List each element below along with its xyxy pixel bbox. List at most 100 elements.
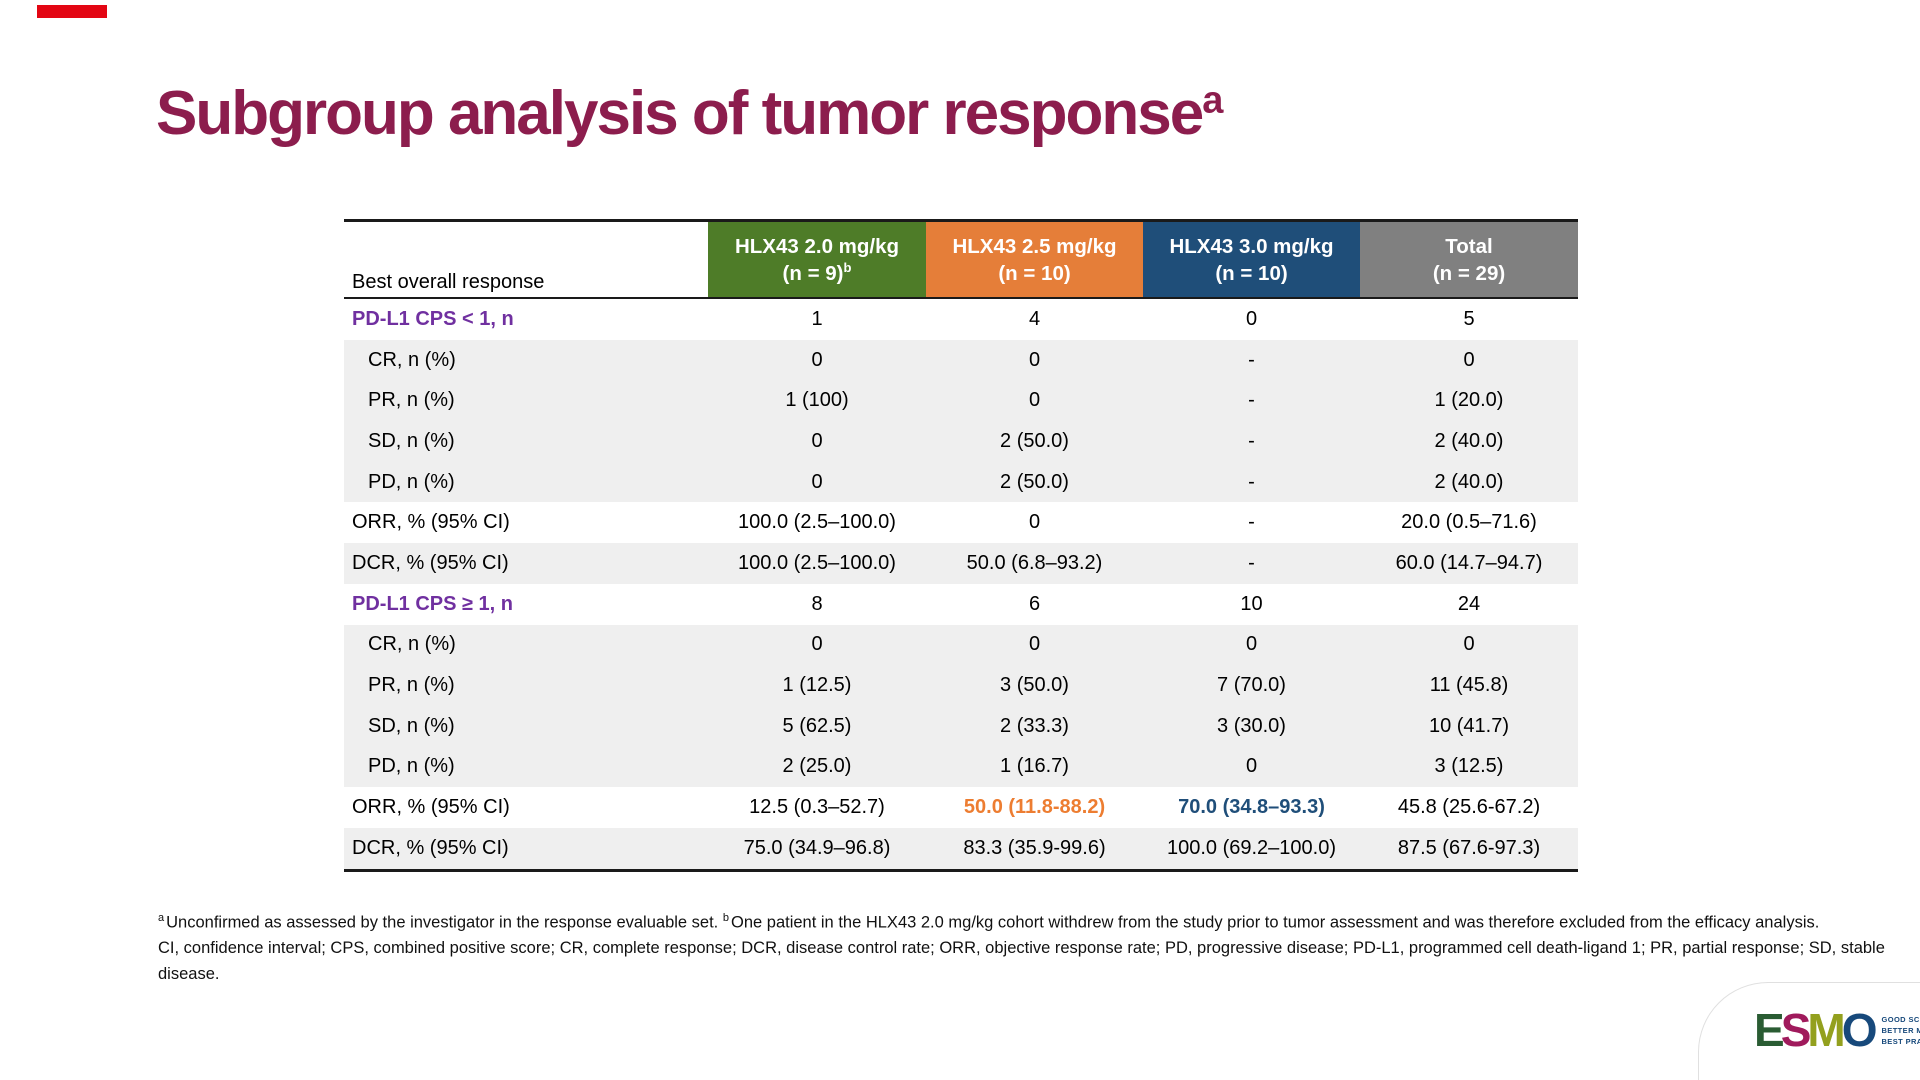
row-label: PD, n (%) bbox=[368, 755, 455, 778]
cell-value: 2 (40.0) bbox=[1434, 429, 1504, 452]
table-row: DCR, % (95% CI) 75.0 (34.9–96.8) 83.3 (35.… bbox=[344, 827, 1578, 869]
table-row: CR, n (%) 0 0 - 0 bbox=[344, 339, 1578, 381]
cell-value: 20.0 (0.5–71.6) bbox=[1401, 511, 1537, 534]
cell-value: - bbox=[1248, 348, 1255, 371]
esmo-tagline-line: BETTER MEDICINE bbox=[1881, 1026, 1920, 1035]
cell-value: 0 bbox=[1245, 307, 1258, 330]
cell-value: 0 bbox=[811, 429, 823, 452]
table-row: ORR, % (95% CI) 12.5 (0.3–52.7) 50.0 (11.8… bbox=[344, 787, 1578, 828]
cell-value: - bbox=[1248, 470, 1255, 493]
row-label: PR, n (%) bbox=[368, 674, 455, 697]
row-label: CR, n (%) bbox=[368, 348, 456, 371]
cell-value: 3 (50.0) bbox=[1000, 674, 1069, 697]
cell-value: 12.5 (0.3–52.7) bbox=[749, 796, 885, 819]
cell-value: 60.0 (14.7–94.7) bbox=[1395, 551, 1543, 574]
footnote-part-b: One patient in the HLX43 2.0 mg/kg cohor… bbox=[731, 913, 1820, 932]
table-row: PD, n (%) 2 (25.0) 1 (16.7) 0 3 (12.5) bbox=[344, 746, 1578, 788]
cell-value: 50.0 (11.8-88.2) bbox=[963, 796, 1106, 819]
esmo-logo: ESMO GOOD SCIENCE BETTER MEDICINE BEST PRA… bbox=[1754, 1007, 1920, 1053]
row-label: PD, n (%) bbox=[368, 470, 455, 493]
logo-card: ESMO GOOD SCIENCE BETTER MEDICINE BEST PRA… bbox=[1698, 982, 1920, 1080]
row-label: ORR, % (95% CI) bbox=[352, 796, 510, 819]
table-row: SD, n (%) 5 (62.5) 2 (33.3) 3 (30.0) 10 (41.… bbox=[344, 705, 1578, 747]
cell-value: 0 bbox=[811, 470, 823, 493]
cell-value: 0 bbox=[1463, 348, 1475, 371]
esmo-logo-letter: M bbox=[1807, 1004, 1845, 1056]
page-title-text: Subgroup analysis of tumor response bbox=[156, 79, 1204, 148]
cell-value: - bbox=[1248, 551, 1255, 574]
cell-value: 5 (62.5) bbox=[782, 714, 852, 737]
cell-value: 24 bbox=[1457, 592, 1481, 615]
row-label: PD-L1 CPS ≥ 1, n bbox=[352, 592, 514, 615]
response-table: Best overall response HLX43 2.0 mg/kg (n … bbox=[344, 219, 1578, 872]
cell-value: - bbox=[1248, 511, 1255, 534]
row-label: ORR, % (95% CI) bbox=[352, 511, 510, 534]
cell-value: 75.0 (34.9–96.8) bbox=[743, 836, 891, 859]
table-row: SD, n (%) 0 2 (50.0) - 2 (40.0) bbox=[344, 421, 1578, 462]
row-label: CR, n (%) bbox=[368, 633, 456, 656]
cell-value: 70.0 (34.8–93.3) bbox=[1178, 796, 1325, 819]
row-label: PR, n (%) bbox=[368, 389, 455, 412]
esmo-logo-tagline: GOOD SCIENCE BETTER MEDICINE BEST PRACTICE bbox=[1881, 1014, 1920, 1047]
cell-value: 7 (70.0) bbox=[1217, 674, 1286, 697]
accent-bar bbox=[37, 5, 107, 18]
cell-value: 2 (50.0) bbox=[1000, 470, 1069, 493]
cell-value: 0 bbox=[811, 633, 823, 656]
esmo-logo-letter: O bbox=[1841, 1004, 1878, 1056]
row-label: PD-L1 CPS < 1, n bbox=[352, 307, 514, 330]
cell-value: 3 (30.0) bbox=[1217, 714, 1286, 737]
footnote-part-a: Unconfirmed as assessed by the investiga… bbox=[166, 913, 719, 932]
esmo-logo-letter: E bbox=[1754, 1004, 1785, 1056]
esmo-logo-letters: ESMO bbox=[1754, 1007, 1877, 1053]
cell-value: 1 (16.7) bbox=[1000, 755, 1069, 778]
cell-value: 45.8 (25.6-67.2) bbox=[1397, 796, 1541, 819]
table-header-label-cell: Best overall response bbox=[344, 222, 708, 297]
cell-value: 2 (33.3) bbox=[1000, 714, 1069, 737]
cell-value: 0 bbox=[1463, 633, 1475, 656]
row-label: DCR, % (95% CI) bbox=[352, 551, 509, 574]
cell-value: 100.0 (69.2–100.0) bbox=[1166, 836, 1337, 859]
cell-value: 83.3 (35.9-99.6) bbox=[963, 836, 1106, 859]
cell-value: 6 bbox=[1028, 592, 1041, 615]
footnotes: a Unconfirmed as assessed by the investig… bbox=[158, 906, 1920, 987]
cell-value: 3 (12.5) bbox=[1434, 755, 1504, 778]
cell-value: 87.5 (67.6-97.3) bbox=[1397, 836, 1541, 859]
cell-value: 11 (45.8) bbox=[1429, 674, 1509, 697]
row-label: SD, n (%) bbox=[368, 429, 455, 452]
table-header-row: Best overall response HLX43 2.0 mg/kg (n … bbox=[344, 222, 1578, 299]
column-header: HLX43 2.5 mg/kg (n = 10) bbox=[926, 222, 1143, 297]
cell-value: 0 bbox=[1245, 633, 1258, 656]
cell-value: - bbox=[1248, 429, 1255, 452]
cell-value: 2 (25.0) bbox=[782, 755, 852, 778]
column-header: Total (n = 29) bbox=[1360, 222, 1578, 297]
table-body: PD-L1 CPS < 1, n 1 4 0 5 CR, n (%) 0 0-0 PR, n (… bbox=[344, 299, 1578, 872]
table-row: PD-L1 CPS < 1, n 1 4 0 5 bbox=[344, 299, 1578, 340]
table-row: ORR, % (95% CI) 100.0 (2.5–100.0) 0 - 20.0 (… bbox=[344, 502, 1578, 543]
esmo-tagline-line: BEST PRACTICE bbox=[1881, 1037, 1920, 1046]
cell-value: 1 (20.0) bbox=[1434, 389, 1504, 412]
table-row: PD, n (%) 0 2 (50.0) - 2 (40.0) bbox=[344, 461, 1578, 503]
cell-value: 10 (41.7) bbox=[1428, 714, 1510, 737]
table-row: PR, n (%) 1 (100) 0 - 1 (20.0) bbox=[344, 380, 1578, 422]
cell-value: 0 bbox=[1245, 755, 1258, 778]
cell-value: 100.0 (2.5–100.0) bbox=[738, 511, 896, 534]
row-label: DCR, % (95% CI) bbox=[352, 836, 509, 859]
page-title-superscript: a bbox=[1202, 79, 1224, 122]
cell-value: 100.0 (2.5–100.0) bbox=[738, 551, 896, 574]
table-row: PD-L1 CPS ≥ 1, n 8 6 10 24 bbox=[344, 584, 1578, 625]
cell-value: 50.0 (6.8–93.2) bbox=[966, 551, 1103, 574]
cell-value: 2 (50.0) bbox=[1000, 429, 1069, 452]
cell-value: 0 bbox=[1028, 511, 1041, 534]
cell-value: 0 bbox=[1028, 389, 1041, 412]
corner-label: Best overall response bbox=[352, 271, 545, 293]
column-header: HLX43 3.0 mg/kg (n = 10) bbox=[1143, 222, 1360, 297]
column-header: HLX43 2.0 mg/kg (n = 9)b bbox=[708, 222, 926, 297]
footnote-line-2: CI, confidence interval; CPS, combined p… bbox=[158, 939, 1885, 983]
cell-value: 0 bbox=[1028, 633, 1041, 656]
cell-value: 5 bbox=[1463, 307, 1475, 330]
table-row: CR, n (%) 0 0 0 0 bbox=[344, 624, 1578, 666]
cell-value: 4 bbox=[1028, 307, 1041, 330]
footnote-sup-b: b bbox=[722, 912, 729, 924]
esmo-logo-letter: S bbox=[1780, 1004, 1812, 1056]
